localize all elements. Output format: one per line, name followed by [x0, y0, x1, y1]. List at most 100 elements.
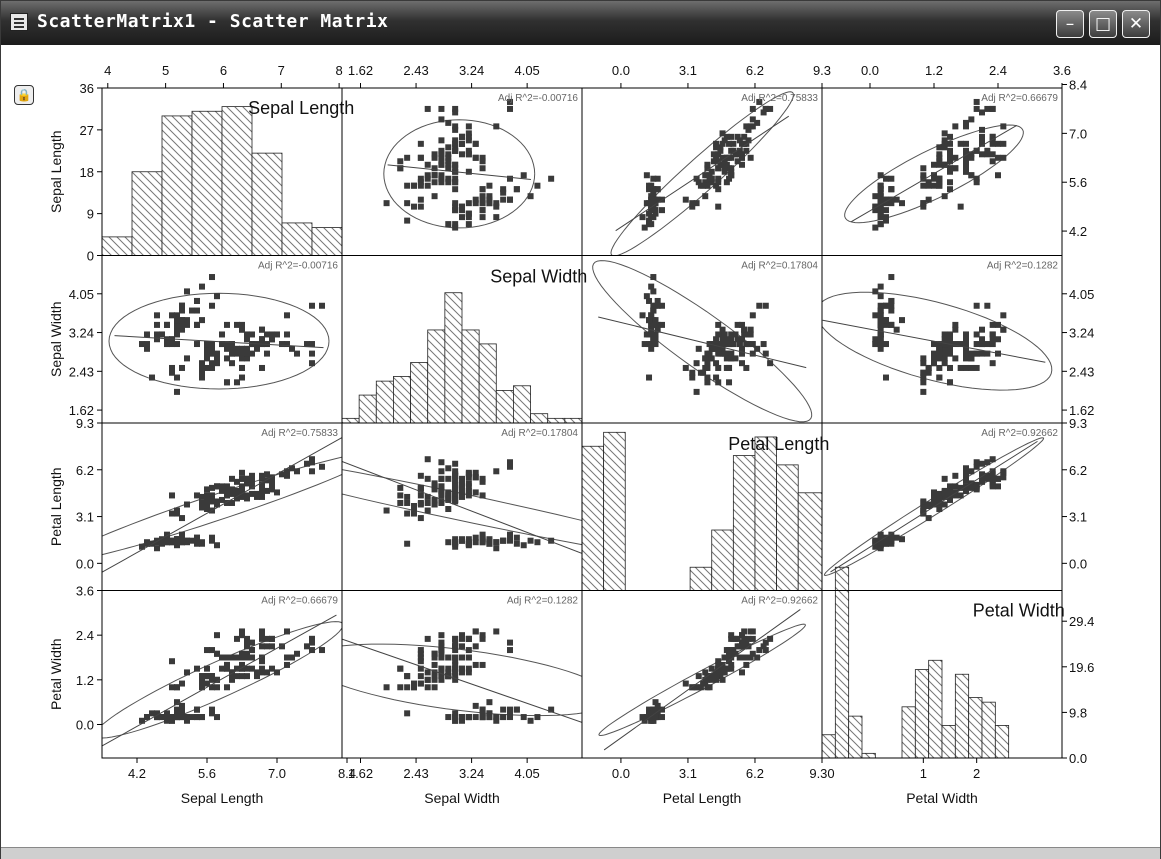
- data-point: [979, 336, 985, 343]
- data-point: [417, 484, 424, 491]
- data-point: [479, 537, 486, 544]
- data-point: [899, 200, 905, 207]
- data-point: [713, 182, 720, 189]
- data-point: [244, 673, 250, 680]
- data-point: [728, 665, 735, 672]
- data-point: [968, 172, 975, 179]
- data-point: [713, 140, 720, 147]
- data-point: [984, 147, 991, 154]
- left-tick-label: 3.24: [69, 326, 94, 341]
- data-point: [452, 673, 459, 680]
- data-point: [979, 350, 985, 357]
- maximize-button[interactable]: □: [1089, 10, 1117, 38]
- data-point: [715, 364, 722, 371]
- data-point: [472, 140, 479, 147]
- data-point: [877, 312, 884, 319]
- data-point: [984, 472, 991, 479]
- data-point: [209, 492, 215, 499]
- data-point: [721, 341, 728, 348]
- minimize-button[interactable]: –: [1056, 10, 1084, 38]
- data-point: [239, 632, 245, 639]
- data-point: [715, 345, 722, 352]
- data-point: [169, 312, 175, 319]
- data-point: [704, 676, 711, 683]
- data-point: [465, 714, 472, 721]
- regression-line: [598, 316, 807, 369]
- data-point: [465, 221, 472, 228]
- data-point: [979, 471, 985, 478]
- data-point: [507, 463, 513, 470]
- data-point: [963, 331, 969, 338]
- data-point: [249, 350, 255, 357]
- data-point: [452, 654, 459, 661]
- data-point: [459, 643, 465, 650]
- data-point: [269, 486, 275, 493]
- data-point: [452, 665, 459, 672]
- data-point: [968, 116, 975, 123]
- data-point: [741, 331, 748, 338]
- data-point: [947, 179, 953, 186]
- data-point: [244, 492, 250, 499]
- title-bar[interactable]: ScatterMatrix1 - Scatter Matrix – □ ✕: [1, 1, 1160, 45]
- data-point: [708, 665, 715, 672]
- data-point: [963, 487, 969, 494]
- data-point: [739, 345, 745, 352]
- data-point: [452, 221, 459, 228]
- data-point: [507, 175, 513, 182]
- data-point: [234, 665, 240, 672]
- data-point: [743, 661, 750, 668]
- histogram-bar: [311, 227, 343, 256]
- data-point: [760, 341, 767, 348]
- data-point: [424, 105, 431, 112]
- histogram-bar: [968, 697, 983, 759]
- histogram-bar: [821, 734, 836, 759]
- data-point: [936, 364, 943, 371]
- data-point: [431, 154, 438, 161]
- lock-icon[interactable]: 🔒: [14, 85, 34, 105]
- data-point: [936, 498, 943, 505]
- data-point: [767, 635, 774, 642]
- data-point: [264, 471, 270, 478]
- data-point: [963, 477, 969, 484]
- data-point: [438, 647, 445, 654]
- data-point: [199, 676, 205, 683]
- data-point: [404, 182, 411, 189]
- data-point: [445, 158, 452, 165]
- data-point: [736, 147, 743, 154]
- data-point: [726, 154, 733, 161]
- data-point: [877, 214, 884, 221]
- data-point: [224, 654, 230, 661]
- worksheet-icon[interactable]: [10, 13, 28, 31]
- data-point: [459, 140, 465, 147]
- diagonal-title: Sepal Length: [248, 98, 354, 118]
- top-tick-label: 4.05: [514, 63, 539, 78]
- data-point: [936, 341, 943, 348]
- data-point: [209, 302, 215, 309]
- data-point: [472, 702, 479, 709]
- histogram-bar: [427, 329, 446, 424]
- data-point: [486, 714, 493, 721]
- data-point: [438, 147, 445, 154]
- right-tick-label: 5.6: [1069, 175, 1087, 190]
- data-point: [199, 374, 205, 381]
- data-point: [979, 140, 985, 147]
- data-point: [877, 326, 884, 333]
- data-point: [706, 684, 713, 691]
- data-point: [209, 498, 215, 505]
- data-point: [652, 699, 659, 706]
- regression-line: [114, 335, 324, 349]
- data-point: [194, 706, 200, 713]
- close-button[interactable]: ✕: [1122, 10, 1150, 38]
- data-point: [920, 374, 927, 381]
- data-point: [883, 302, 889, 309]
- data-point: [174, 326, 180, 333]
- data-point: [963, 341, 969, 348]
- data-point: [747, 154, 754, 161]
- data-point: [204, 673, 210, 680]
- data-point: [411, 510, 417, 517]
- data-point: [931, 175, 937, 182]
- data-point: [973, 463, 980, 470]
- data-point: [174, 312, 180, 319]
- right-tick-label: 4.05: [1069, 287, 1094, 302]
- data-point: [309, 459, 315, 466]
